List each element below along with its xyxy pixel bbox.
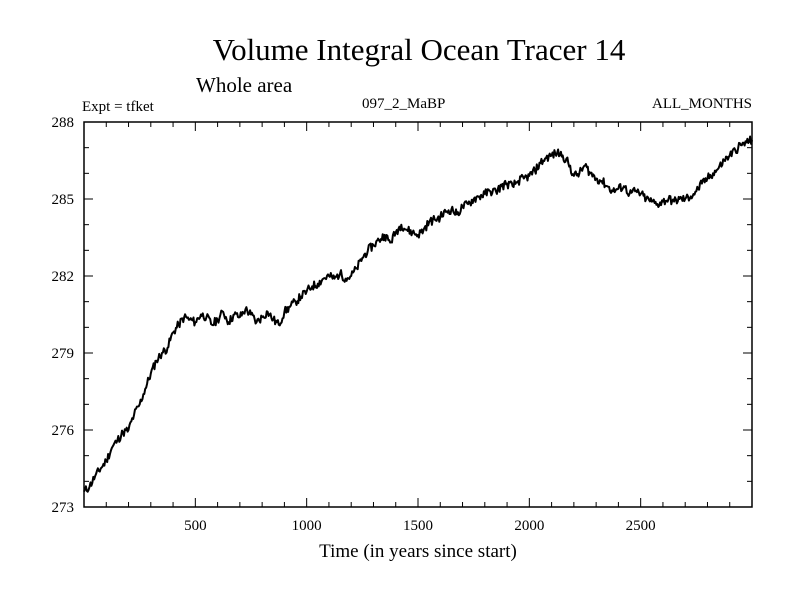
x-tick-label: 2000	[514, 518, 544, 534]
y-axis-tick-labels: 273 276 279 282 285 288	[52, 115, 75, 516]
y-tick-label: 285	[52, 192, 75, 208]
months-label: ALL_MONTHS	[652, 96, 752, 112]
chart-subtitle: Whole area	[196, 73, 293, 97]
x-tick-label: 500	[184, 518, 207, 534]
plot-frame	[83, 121, 753, 508]
y-tick-label: 282	[52, 269, 75, 285]
x-axis-label: Time (in years since start)	[319, 541, 517, 562]
experiment-label: Expt = tfket	[82, 99, 155, 115]
x-tick-label: 1000	[292, 518, 322, 534]
y-axis-ticks	[84, 147, 752, 482]
y-tick-label: 288	[52, 115, 75, 131]
x-axis-ticks	[105, 122, 731, 507]
x-axis-tick-labels: 500 1000 1500 2000 2500	[184, 518, 656, 534]
chart-title: Volume Integral Ocean Tracer 14	[213, 32, 626, 67]
y-tick-label: 276	[52, 423, 75, 439]
y-tick-label: 273	[52, 500, 75, 516]
series-line	[83, 135, 753, 493]
run-label: 097_2_MaBP	[362, 96, 445, 112]
x-tick-label: 2500	[626, 518, 656, 534]
y-tick-label: 279	[52, 346, 75, 362]
x-tick-label: 1500	[403, 518, 433, 534]
